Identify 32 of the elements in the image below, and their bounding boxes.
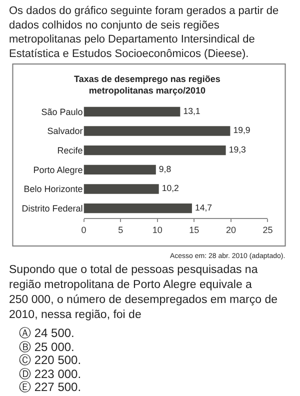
data-label: 19,9 <box>233 125 250 136</box>
chart-title: Taxas de desemprego nas regiões metropolitanas março/2010 <box>74 74 220 96</box>
y-tick-label: Salvador <box>47 126 83 136</box>
data-label: 14,7 <box>194 202 212 213</box>
y-tick-label: Recife <box>57 145 83 156</box>
bar <box>84 126 230 136</box>
text: Ⓐ 24 500. <box>19 326 74 340</box>
text: Supondo que o total de pessoas pesquisadas na região metropolitana de Porto Alegre equivale a 250 000, o número de desempregados em março de 2010, nessa região, foi de <box>9 264 278 321</box>
data-label: 9,8 <box>158 164 172 174</box>
x-tick-label: 15 <box>189 224 200 235</box>
text: Os dados do gráfico seguinte foram gerados a partir de dados colhidos no conjunto de seis regiões metropolitanas pelo Departamento Intersindical de Estatística e Estudos Socioeconômicos (Dieese). <box>9 5 279 60</box>
y-tick-label: Porto Alegre <box>33 164 83 175</box>
bar <box>84 184 159 194</box>
text: Ⓑ 25 000. <box>19 340 74 354</box>
y-tick-label: Belo Horizonte <box>24 184 83 194</box>
x-tick-label: 5 <box>118 224 124 235</box>
data-label: 19,3 <box>228 144 246 155</box>
x-tick-label: 25 <box>262 224 273 235</box>
bar <box>84 106 180 116</box>
bar <box>84 204 192 214</box>
data-label: 10,2 <box>162 183 180 194</box>
y-tick-label: São Paulo <box>41 106 83 117</box>
x-tick-label: 10 <box>152 224 162 235</box>
x-tick-label: 0 <box>81 224 86 235</box>
bar <box>84 164 156 174</box>
bar <box>84 146 226 156</box>
x-tick-label: 20 <box>226 224 236 235</box>
text: Ⓒ 220 500. <box>19 353 82 367</box>
data-label: 13,1 <box>183 106 200 116</box>
y-tick-label: Distrito Federal <box>22 203 83 214</box>
text: Ⓔ 227 500. <box>19 380 82 394</box>
text: Ⓓ 223 000. <box>19 367 82 381</box>
